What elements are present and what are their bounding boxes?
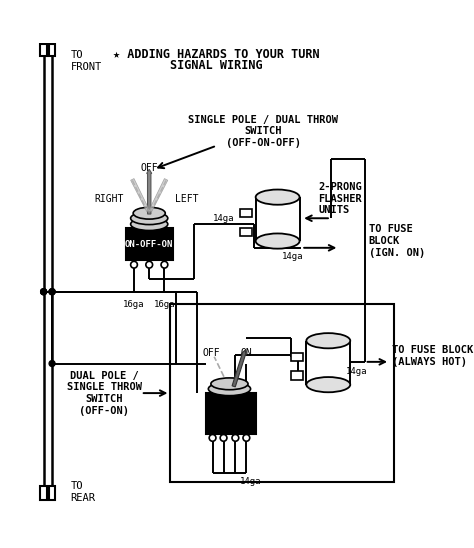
Text: OFF: OFF bbox=[202, 349, 219, 358]
Text: x: x bbox=[244, 227, 249, 236]
Text: TO FUSE BLOCK
(ALWAYS HOT): TO FUSE BLOCK (ALWAYS HOT) bbox=[392, 345, 473, 367]
Bar bbox=[240, 227, 252, 236]
Ellipse shape bbox=[133, 207, 165, 219]
Text: SIGNAL WIRING: SIGNAL WIRING bbox=[171, 59, 263, 72]
Text: x: x bbox=[294, 352, 300, 361]
Ellipse shape bbox=[255, 233, 300, 249]
Circle shape bbox=[49, 289, 55, 295]
Circle shape bbox=[41, 289, 46, 295]
Ellipse shape bbox=[255, 190, 300, 205]
Text: 14ga: 14ga bbox=[346, 368, 367, 376]
Text: ★ ADDING HAZARDS TO YOUR TURN: ★ ADDING HAZARDS TO YOUR TURN bbox=[113, 48, 320, 61]
Bar bbox=[206, 393, 256, 433]
Circle shape bbox=[41, 289, 46, 295]
FancyArrow shape bbox=[146, 169, 152, 214]
Circle shape bbox=[161, 261, 168, 268]
Circle shape bbox=[41, 289, 46, 295]
Text: 16ga: 16ga bbox=[154, 300, 175, 309]
Circle shape bbox=[243, 435, 250, 441]
Polygon shape bbox=[148, 179, 168, 212]
Text: LEFT: LEFT bbox=[174, 194, 198, 204]
Text: OFF: OFF bbox=[140, 163, 158, 173]
Bar bbox=[126, 229, 173, 260]
Text: TO FUSE
BLOCK
(IGN. ON): TO FUSE BLOCK (IGN. ON) bbox=[369, 225, 425, 258]
Text: 14ga: 14ga bbox=[212, 214, 234, 222]
Bar bbox=[40, 44, 47, 56]
Ellipse shape bbox=[306, 333, 350, 349]
Circle shape bbox=[209, 435, 216, 441]
Bar bbox=[49, 486, 55, 500]
Text: SINGLE POLE / DUAL THROW
SWITCH
(OFF-ON-OFF): SINGLE POLE / DUAL THROW SWITCH (OFF-ON-… bbox=[188, 115, 338, 148]
Ellipse shape bbox=[306, 377, 350, 392]
Text: 2-PRONG
FLASHER
UNITS: 2-PRONG FLASHER UNITS bbox=[318, 182, 362, 215]
Bar bbox=[40, 486, 47, 500]
Circle shape bbox=[49, 289, 55, 295]
Circle shape bbox=[220, 435, 227, 441]
Circle shape bbox=[232, 435, 239, 441]
Circle shape bbox=[146, 261, 153, 268]
Bar bbox=[291, 352, 303, 361]
Text: x: x bbox=[294, 371, 300, 380]
Text: RIGHT: RIGHT bbox=[94, 194, 124, 204]
Bar bbox=[240, 209, 252, 218]
Ellipse shape bbox=[131, 218, 168, 231]
Text: ON: ON bbox=[240, 349, 252, 358]
Circle shape bbox=[131, 261, 137, 268]
Text: TO
FRONT: TO FRONT bbox=[71, 50, 102, 72]
Bar bbox=[49, 44, 55, 56]
Ellipse shape bbox=[211, 378, 248, 390]
Ellipse shape bbox=[131, 212, 168, 225]
Circle shape bbox=[49, 361, 55, 367]
Bar bbox=[170, 304, 394, 482]
Text: 14ga: 14ga bbox=[282, 252, 303, 261]
Bar bbox=[291, 371, 303, 380]
Polygon shape bbox=[131, 179, 150, 212]
Circle shape bbox=[49, 289, 55, 295]
Text: x: x bbox=[244, 209, 249, 218]
Text: TO
REAR: TO REAR bbox=[71, 481, 96, 503]
Text: 16ga: 16ga bbox=[123, 300, 145, 309]
Text: 14ga: 14ga bbox=[240, 477, 261, 486]
Ellipse shape bbox=[209, 382, 251, 396]
FancyArrow shape bbox=[232, 350, 246, 387]
Text: DUAL POLE /
SINGLE THROW
SWITCH
(OFF-ON): DUAL POLE / SINGLE THROW SWITCH (OFF-ON) bbox=[67, 370, 142, 415]
Text: ON-OFF-ON: ON-OFF-ON bbox=[125, 240, 173, 249]
